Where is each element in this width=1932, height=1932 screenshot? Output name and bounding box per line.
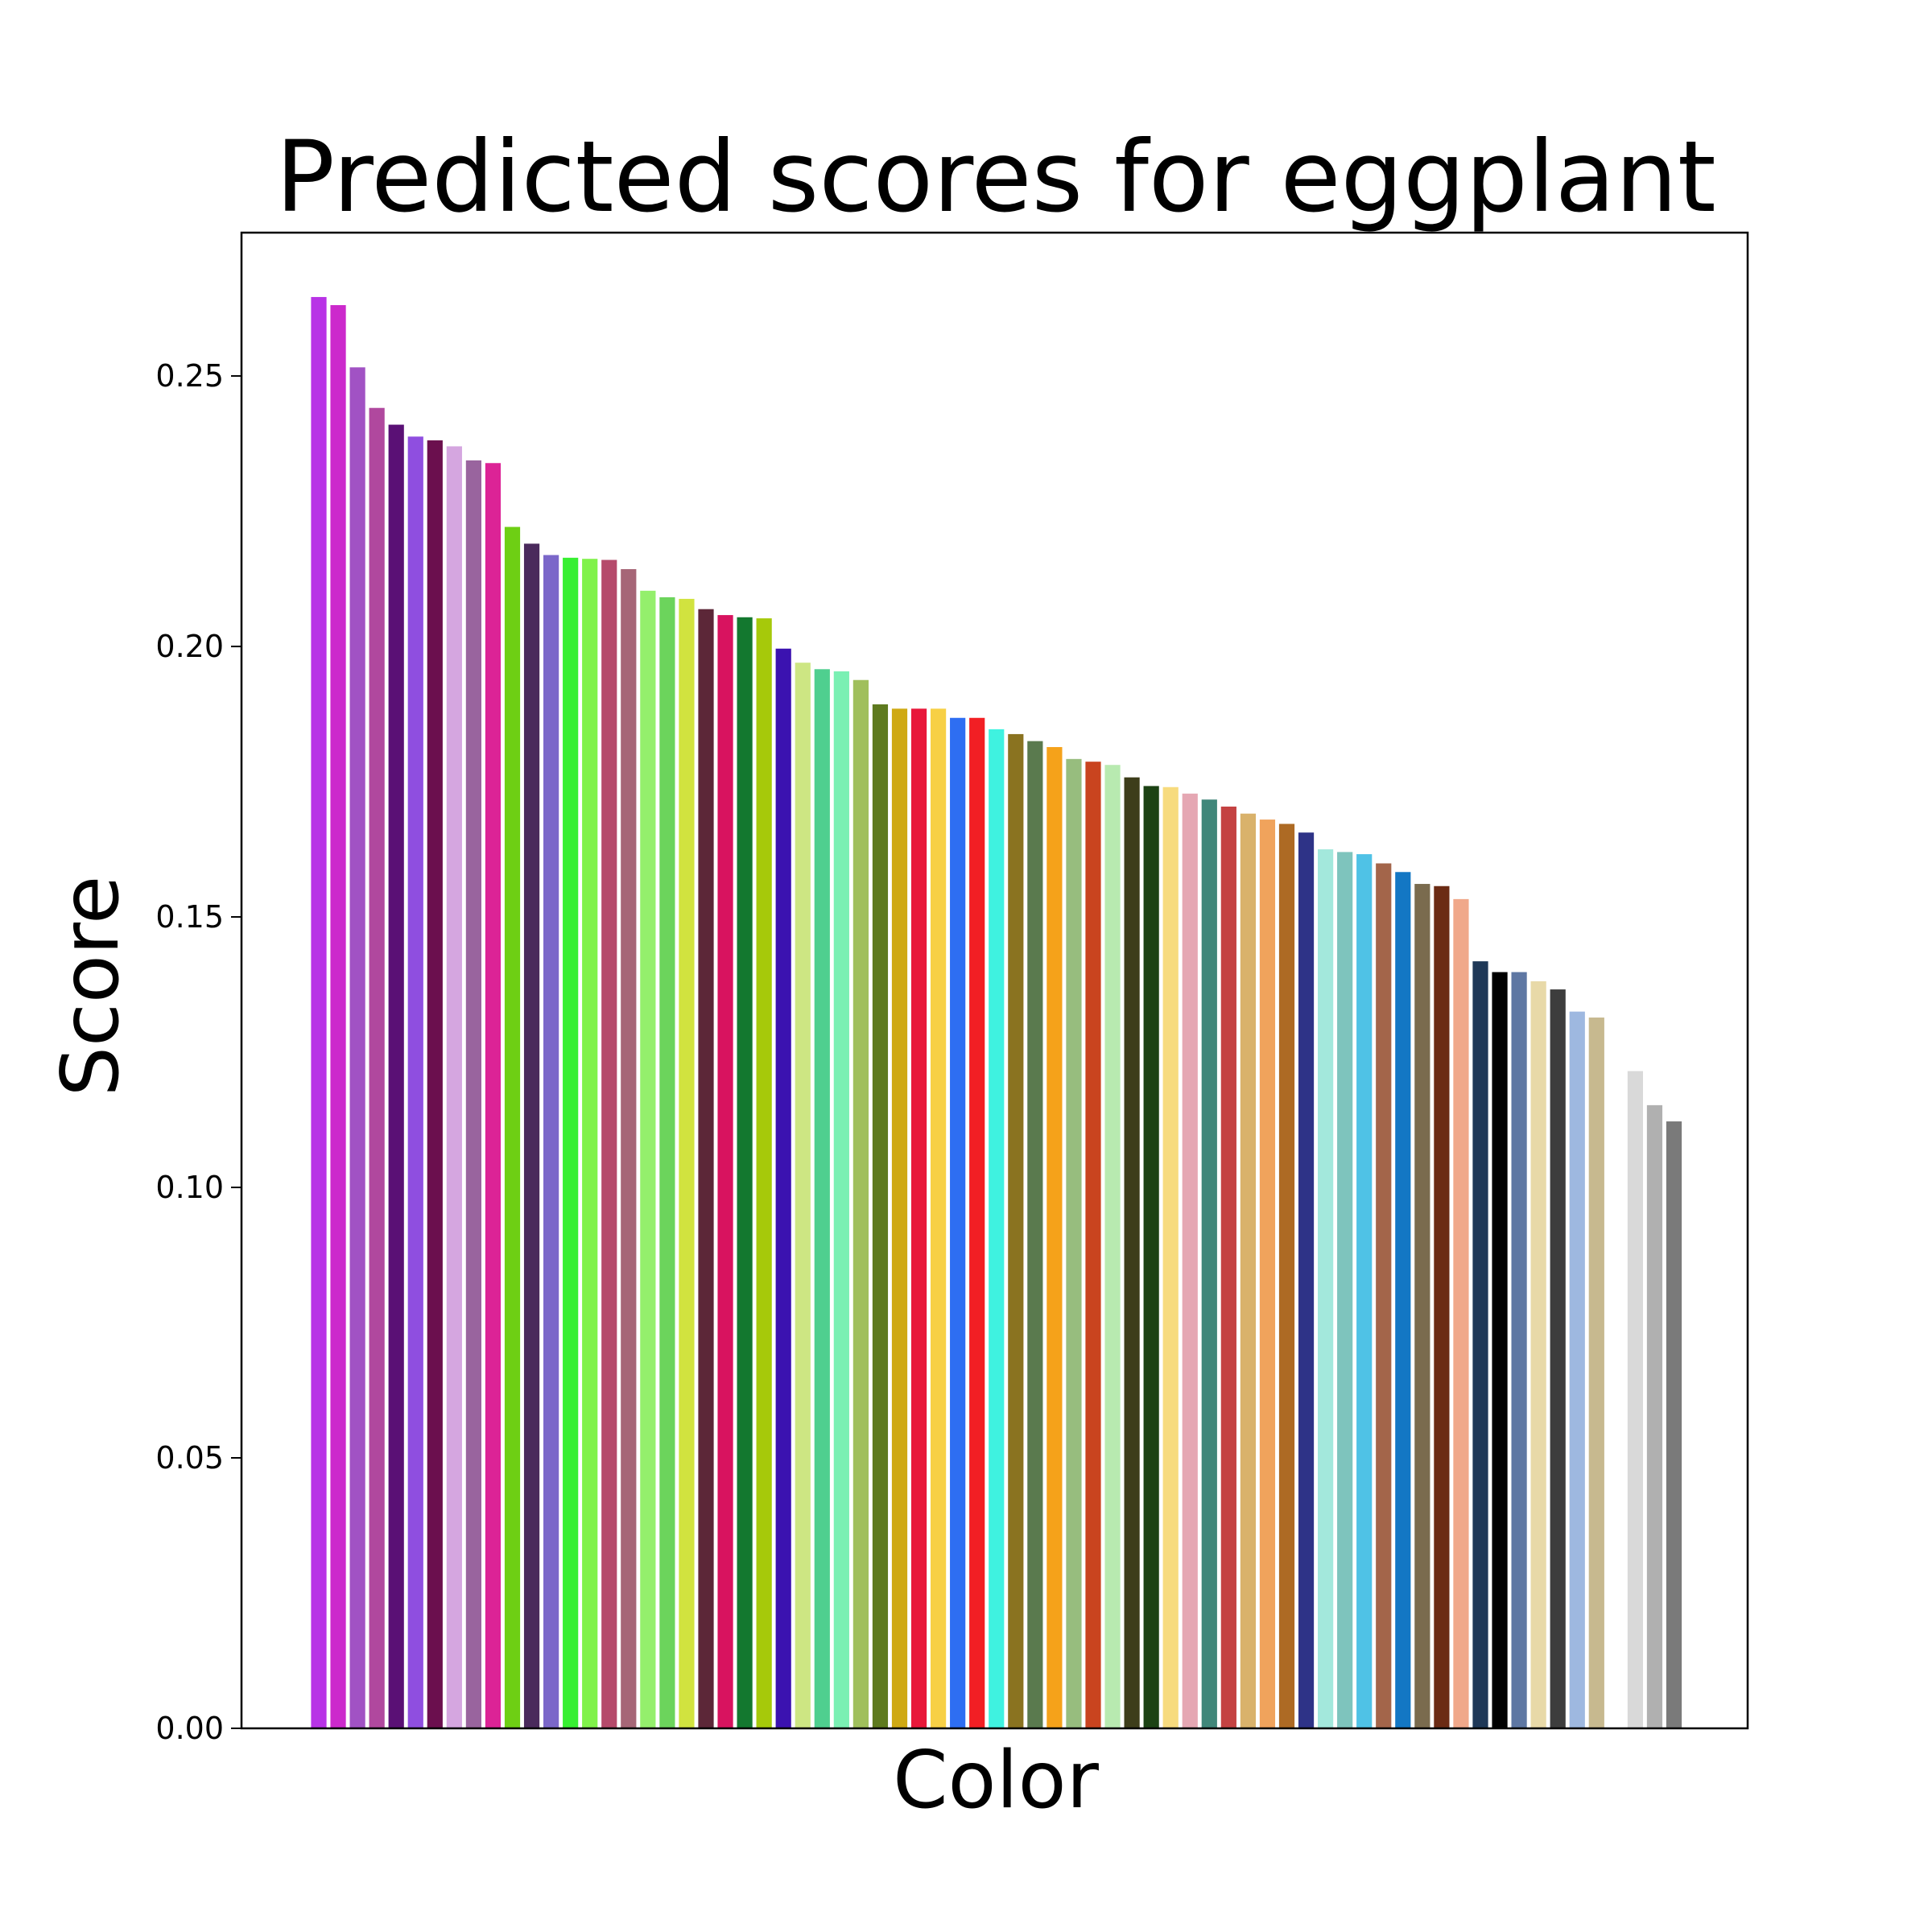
- x-axis-label: Color: [893, 1735, 1100, 1827]
- y-tick-label: 0.25: [155, 358, 224, 394]
- bar-11: [504, 526, 521, 1728]
- bar-71: [1666, 1121, 1682, 1728]
- bar-60: [1453, 898, 1469, 1728]
- bar-67: [1588, 1018, 1604, 1728]
- bar-36: [989, 729, 1005, 1728]
- y-tick-label: 0.05: [155, 1440, 224, 1476]
- bar-32: [910, 708, 927, 1728]
- y-tick-label: 0.15: [155, 899, 224, 935]
- y-axis-label: Score: [45, 876, 137, 1096]
- bar-28: [833, 671, 849, 1728]
- bar-34: [950, 717, 966, 1728]
- bar-31: [891, 708, 908, 1728]
- bar-56: [1376, 863, 1392, 1728]
- bar-43: [1124, 777, 1140, 1729]
- bar-62: [1492, 972, 1508, 1728]
- bar-38: [1027, 741, 1043, 1728]
- bar-13: [543, 555, 559, 1728]
- y-tick-label: 0.00: [155, 1711, 224, 1746]
- bar-24: [756, 618, 772, 1728]
- bar-49: [1240, 813, 1256, 1729]
- bar-51: [1278, 824, 1295, 1729]
- bar-54: [1337, 852, 1353, 1728]
- bar-61: [1472, 961, 1488, 1728]
- bar-63: [1511, 972, 1527, 1728]
- bar-48: [1220, 806, 1236, 1729]
- bar-4: [369, 407, 385, 1729]
- y-tick-label: 0.10: [155, 1170, 224, 1205]
- bars-layer: [311, 296, 1682, 1729]
- bar-40: [1066, 758, 1082, 1728]
- bar-2: [330, 305, 346, 1728]
- bar-44: [1143, 786, 1159, 1729]
- bar-39: [1046, 747, 1063, 1728]
- bar-42: [1104, 765, 1121, 1728]
- bar-16: [601, 559, 617, 1728]
- plot-frame: [240, 231, 1749, 1730]
- bar-69: [1627, 1071, 1643, 1728]
- bar-7: [427, 440, 443, 1728]
- bar-29: [852, 679, 869, 1728]
- bar-41: [1085, 762, 1101, 1729]
- bar-8: [446, 446, 462, 1729]
- bar-50: [1259, 819, 1276, 1728]
- bar-55: [1356, 854, 1373, 1728]
- bar-66: [1569, 1011, 1585, 1728]
- bar-21: [698, 609, 714, 1729]
- bar-65: [1550, 989, 1566, 1728]
- bar-52: [1298, 832, 1315, 1728]
- bar-12: [523, 543, 540, 1728]
- bar-57: [1395, 872, 1411, 1728]
- bar-15: [582, 559, 598, 1729]
- bar-19: [659, 597, 675, 1729]
- bar-59: [1434, 886, 1450, 1728]
- y-tick-label: 0.20: [155, 629, 224, 664]
- bar-18: [640, 590, 656, 1728]
- bar-22: [717, 615, 733, 1728]
- bar-58: [1414, 884, 1430, 1728]
- bar-35: [969, 717, 985, 1728]
- bar-9: [465, 460, 481, 1728]
- bar-3: [349, 367, 365, 1728]
- bar-53: [1318, 849, 1334, 1728]
- bar-10: [485, 463, 502, 1728]
- bar-30: [872, 704, 889, 1729]
- bar-33: [931, 708, 947, 1728]
- bar-14: [563, 557, 579, 1728]
- y-axis: 0.00 0.05 0.10 0.15 0.20 0.25: [155, 358, 242, 1746]
- bar-20: [679, 598, 695, 1729]
- bar-46: [1182, 793, 1198, 1728]
- bar-6: [407, 436, 423, 1728]
- bar-37: [1008, 733, 1024, 1729]
- bar-17: [621, 568, 637, 1728]
- chart-title: Predicted scores for eggplant: [275, 120, 1715, 234]
- bar-47: [1201, 799, 1217, 1728]
- bar-26: [795, 663, 811, 1728]
- bar-25: [775, 648, 791, 1728]
- bar-45: [1162, 786, 1179, 1728]
- bar-23: [737, 617, 753, 1728]
- bar-64: [1530, 981, 1546, 1728]
- bar-27: [814, 669, 830, 1728]
- bar-5: [388, 424, 404, 1728]
- bar-70: [1646, 1104, 1663, 1728]
- bar-1: [311, 296, 327, 1729]
